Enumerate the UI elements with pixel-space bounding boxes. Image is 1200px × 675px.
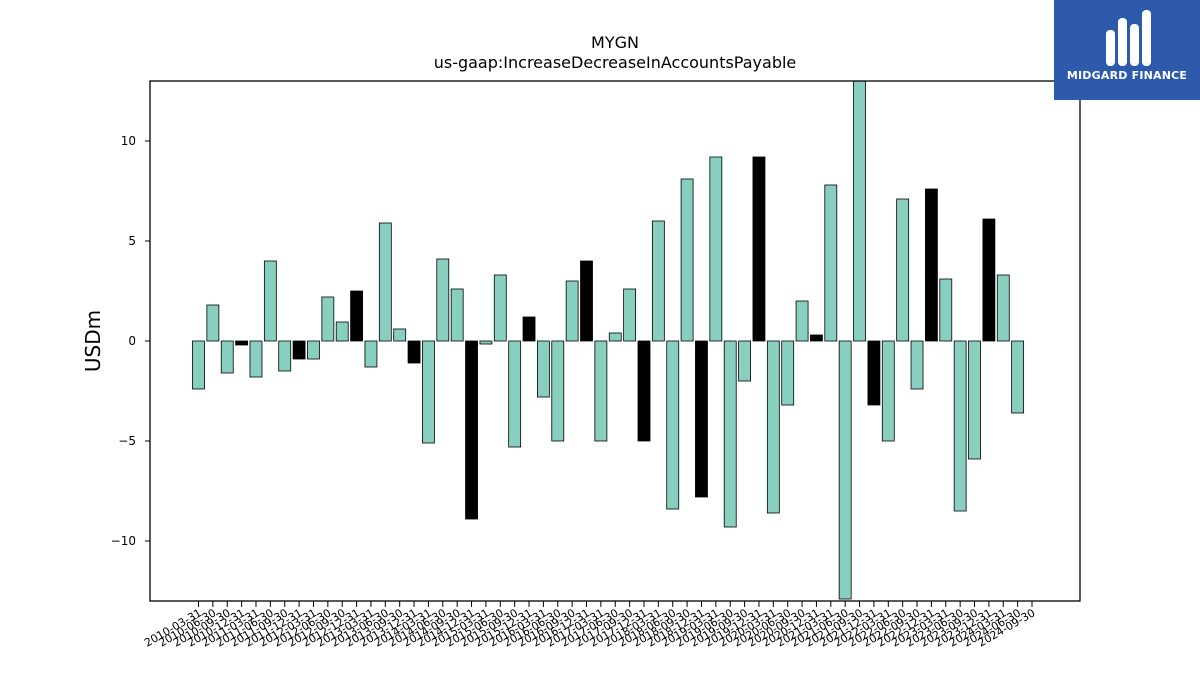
bar-2018-09-30 (680, 178, 694, 342)
bar-2021-03-31 (824, 184, 838, 342)
bar-2010-09-30 (220, 340, 234, 374)
bar-2022-12-31 (925, 188, 938, 342)
bar-2024-06-30 (1011, 340, 1025, 414)
bars-layer (192, 80, 1025, 600)
x-axis: 2010-03-312010-06-302010-09-302010-12-31… (142, 601, 1038, 650)
bar-2023-03-31 (939, 278, 953, 342)
bar-2014-06-30 (436, 258, 450, 342)
bar-2015-03-31 (479, 340, 493, 345)
bar-2023-09-30 (968, 340, 981, 460)
bar-2013-06-30 (378, 222, 392, 342)
bar-2011-06-30 (263, 260, 277, 342)
bar-2011-03-31 (249, 340, 263, 378)
bar-2013-03-31 (364, 340, 378, 368)
y-tick-label: 10 (121, 134, 136, 148)
bar-2013-12-31 (407, 340, 421, 364)
bar-2017-09-30 (623, 288, 637, 342)
chart-subtitle: us-gaap:IncreaseDecreaseInAccountsPayabl… (434, 53, 797, 72)
bar-2012-06-30 (321, 296, 335, 342)
bar-2017-06-30 (608, 332, 622, 342)
bar-2010-03-31 (192, 340, 205, 390)
bar-2024-03-31 (996, 274, 1010, 342)
bar-2016-03-31 (537, 340, 550, 398)
y-axis: −10 −5 0 5 10 (111, 134, 150, 548)
bar-2019-09-30 (738, 340, 751, 382)
y-tick-label: 5 (128, 234, 136, 248)
bar-2020-06-30 (781, 340, 795, 406)
chart-title: MYGN (591, 33, 639, 52)
bar-2022-09-30 (910, 340, 924, 390)
brand-name: MIDGARD FINANCE (1066, 69, 1188, 82)
y-axis-label: USDm (81, 310, 105, 372)
bar-2010-06-30 (206, 304, 220, 342)
bar-2020-09-30 (795, 300, 809, 342)
bar-2015-06-30 (493, 274, 507, 342)
bar-2012-09-30 (335, 321, 349, 342)
bar-2013-09-30 (393, 328, 407, 342)
y-tick-label: −10 (111, 534, 136, 548)
bar-2021-09-30 (853, 80, 866, 342)
bar-2014-12-31 (465, 340, 478, 520)
bar-2023-06-30 (953, 340, 967, 512)
bar-2018-03-31 (651, 220, 665, 342)
bar-2018-12-31 (695, 340, 708, 498)
bar-2021-12-31 (867, 340, 881, 406)
bar-2016-09-30 (565, 280, 579, 342)
bar-2011-12-31 (292, 340, 306, 360)
y-tick-label: −5 (118, 434, 136, 448)
bar-2019-12-31 (752, 156, 766, 342)
bar-2022-06-30 (896, 198, 910, 342)
bar-2020-12-31 (810, 334, 823, 342)
bar-2018-06-30 (666, 340, 680, 510)
bar-2019-06-30 (723, 340, 737, 528)
bar-2017-12-31 (637, 340, 651, 442)
bar-2015-12-31 (522, 316, 536, 342)
bar-2016-06-30 (551, 340, 565, 442)
bar-2020-03-31 (766, 340, 780, 514)
brand-logo: MIDGARD FINANCE (1054, 0, 1200, 100)
y-tick-label: 0 (128, 334, 136, 348)
bar-2021-06-30 (838, 340, 852, 600)
bar-2014-03-31 (422, 340, 435, 444)
bar-2019-03-31 (709, 156, 723, 342)
bar-2023-12-31 (982, 218, 996, 342)
bar-2011-09-30 (278, 340, 292, 372)
bar-2012-12-31 (350, 290, 363, 342)
bar-2012-03-31 (307, 340, 320, 360)
bar-2015-09-30 (508, 340, 522, 448)
bar-2014-09-30 (450, 288, 464, 342)
midgard-logo-icon (1106, 10, 1151, 66)
bar-2017-03-31 (594, 340, 608, 442)
bar-2022-03-31 (881, 340, 895, 442)
bar-2010-12-31 (235, 340, 249, 346)
bar-2016-12-31 (580, 260, 593, 342)
